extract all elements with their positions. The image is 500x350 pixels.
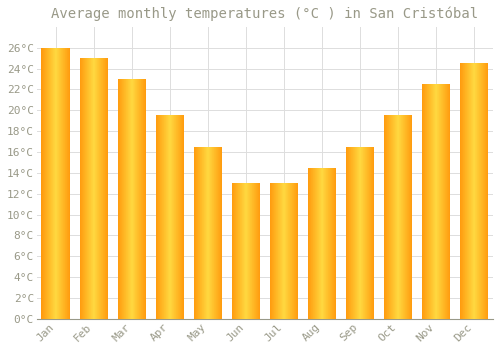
Title: Average monthly temperatures (°C ) in San Cristóbal: Average monthly temperatures (°C ) in Sa…: [52, 7, 478, 21]
